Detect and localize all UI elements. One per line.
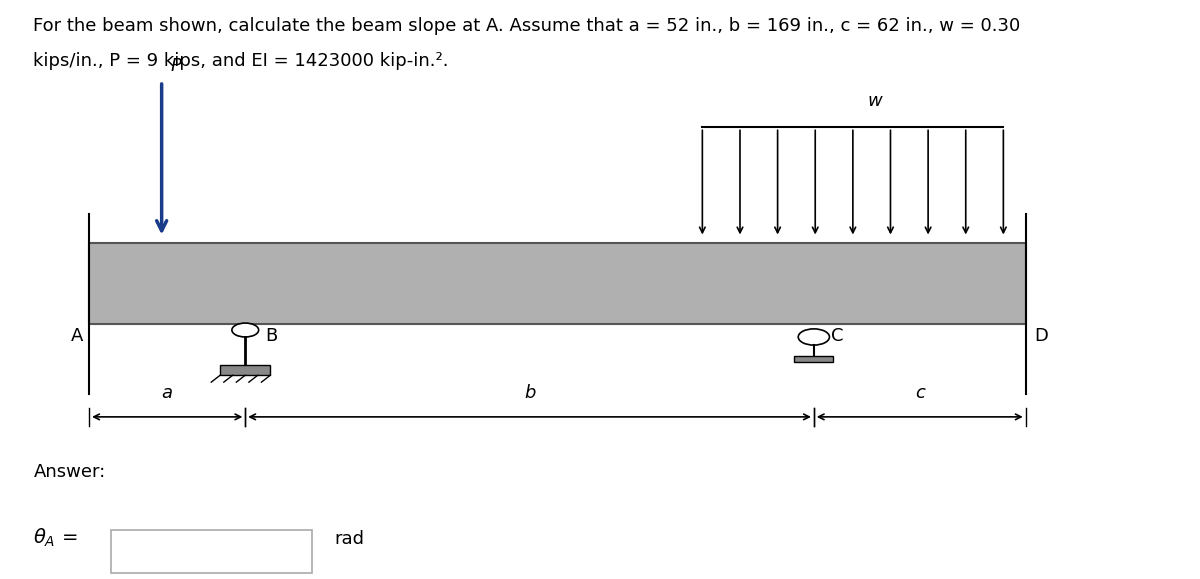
Circle shape	[232, 323, 259, 337]
Text: P: P	[170, 57, 181, 75]
FancyBboxPatch shape	[112, 530, 312, 573]
Text: B: B	[265, 327, 277, 345]
Text: a: a	[162, 384, 173, 402]
Text: $\theta_A$ =: $\theta_A$ =	[34, 527, 78, 549]
Text: w: w	[868, 92, 882, 110]
Text: kips/in., P = 9 kips, and EI = 1423000 kip-in.².: kips/in., P = 9 kips, and EI = 1423000 k…	[34, 52, 449, 70]
Text: For the beam shown, calculate the beam slope at A. Assume that a = 52 in., b = 1: For the beam shown, calculate the beam s…	[34, 17, 1021, 35]
Text: Answer:: Answer:	[34, 463, 106, 481]
Bar	[220, 365, 270, 375]
Text: A: A	[71, 327, 84, 345]
Text: C: C	[830, 327, 844, 345]
Bar	[89, 243, 1026, 324]
Circle shape	[798, 329, 829, 345]
Text: c: c	[914, 384, 925, 402]
Text: rad: rad	[335, 530, 365, 548]
Text: b: b	[524, 384, 535, 402]
Text: D: D	[1034, 327, 1049, 345]
Bar	[794, 356, 833, 362]
